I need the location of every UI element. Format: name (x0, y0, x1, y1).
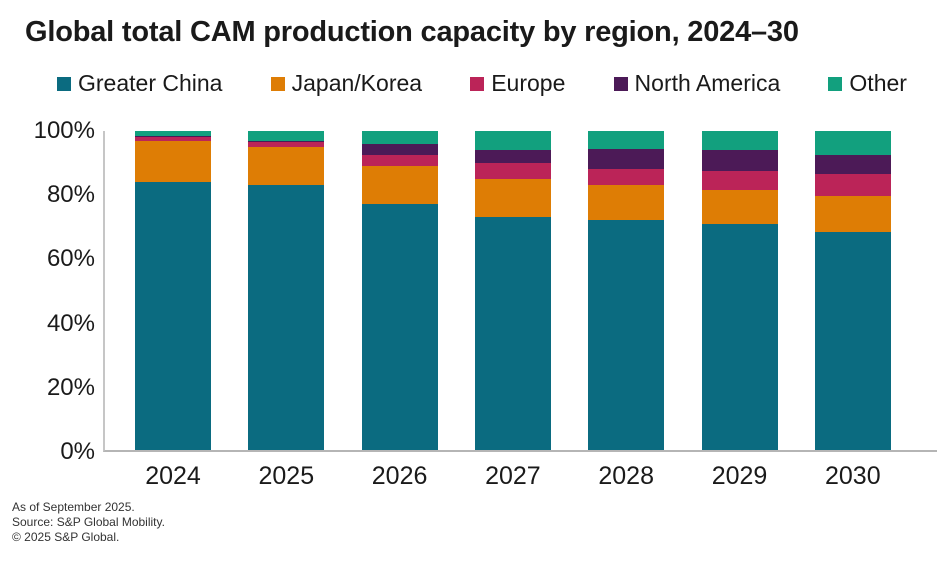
legend-label-europe: Europe (491, 70, 566, 96)
x-label-2030: 2030 (824, 462, 881, 490)
legend-swatch-japan-korea (270, 76, 285, 91)
bar-2029-segment-japan-korea (701, 190, 778, 224)
bar-2029-segment-greater-china (701, 223, 778, 450)
bar-2027-segment-europe (474, 162, 551, 179)
bar-2024 (135, 131, 211, 450)
bar-2024-segment-other (135, 131, 211, 136)
legend-swatch-north-america (613, 76, 628, 91)
bar-2026-segment-other (361, 131, 438, 144)
bar-2024-segment-north-america (135, 135, 211, 138)
bar-2026-segment-japan-korea (361, 166, 438, 205)
bar-2027-segment-greater-china (474, 217, 551, 450)
y-tick-80: 80% (46, 181, 95, 209)
x-label-2025: 2025 (258, 462, 315, 490)
plot-area: 2024 2025 2026 2027 2028 2029 2030 (103, 131, 937, 490)
bar-2028-segment-japan-korea (588, 185, 665, 221)
legend: Greater China Japan/Korea Europe North Amer… (57, 70, 907, 97)
y-tick-60: 60% (46, 245, 95, 273)
footer-notes: As of September 2025. Source: S&P Global… (12, 500, 165, 545)
bar-2027-segment-north-america (474, 150, 551, 163)
x-label-2026: 2026 (371, 462, 428, 490)
x-label-2027: 2027 (485, 462, 541, 490)
legend-item-greater-china: Greater China (57, 70, 222, 97)
bar-2030-segment-greater-china (814, 231, 891, 450)
bar-2026 (361, 131, 438, 450)
bar-2025-segment-greater-china (248, 185, 325, 450)
footer-source: Source: S&P Global Mobility. (12, 515, 165, 529)
bar-2027 (474, 131, 551, 450)
footer-as-of: As of September 2025. (12, 500, 135, 514)
y-axis: 100% 80% 60% 40% 20% 0% (0, 0, 95, 570)
y-tick-40: 40% (46, 309, 95, 337)
bar-2024-segment-greater-china (135, 182, 211, 450)
legend-label-other: Other (849, 70, 907, 96)
bar-2030 (814, 131, 891, 450)
legend-item-japan-korea: Japan/Korea (270, 70, 423, 97)
x-label-2024: 2024 (145, 462, 201, 490)
legend-item-other: Other (828, 70, 907, 97)
legend-label-greater-china: Greater China (78, 70, 223, 96)
bar-2029-segment-europe (701, 170, 778, 191)
bar-2028-segment-europe (588, 169, 665, 186)
bar-2029-segment-north-america (701, 150, 778, 171)
legend-swatch-greater-china (57, 76, 71, 91)
legend-swatch-other (828, 76, 843, 91)
footer-copyright: © 2025 S&P Global. (12, 530, 120, 544)
bar-2028-segment-north-america (588, 148, 665, 170)
legend-label-japan-korea: Japan/Korea (291, 70, 423, 96)
bar-2025-segment-north-america (248, 140, 325, 143)
bar-2029 (701, 131, 778, 450)
bar-2030-segment-other (814, 131, 891, 155)
bar-2030-segment-europe (814, 174, 891, 197)
bar-2028 (588, 131, 665, 450)
y-tick-20: 20% (46, 373, 95, 401)
legend-label-north-america: North America (634, 70, 781, 96)
bar-2030-segment-japan-korea (814, 196, 891, 232)
bar-2028-segment-greater-china (588, 220, 665, 450)
bar-2025-segment-other (248, 131, 325, 141)
y-tick-0: 0% (60, 438, 95, 465)
bar-2026-segment-north-america (361, 143, 438, 155)
bar-2026-segment-europe (361, 154, 438, 167)
legend-item-europe: Europe (470, 70, 565, 97)
bar-2029-segment-other (701, 131, 778, 151)
bar-2028-segment-other (588, 131, 665, 149)
bar-2024-segment-europe (135, 137, 211, 141)
x-label-2029: 2029 (711, 462, 768, 490)
bar-2026-segment-greater-china (361, 204, 438, 450)
bar-2025 (248, 131, 325, 450)
x-label-2028: 2028 (598, 462, 654, 490)
bar-2025-segment-japan-korea (248, 146, 325, 186)
y-tick-100: 100% (33, 117, 95, 144)
bar-2025-segment-europe (248, 142, 325, 147)
bar-2030-segment-north-america (814, 154, 891, 175)
bar-2027-segment-other (474, 131, 551, 151)
bar-2024-segment-japan-korea (135, 140, 211, 183)
legend-item-north-america: North America (613, 70, 781, 97)
bar-2027-segment-japan-korea (474, 178, 551, 218)
chart-title: Global total CAM production capacity by … (25, 16, 799, 48)
legend-swatch-europe (470, 76, 485, 91)
